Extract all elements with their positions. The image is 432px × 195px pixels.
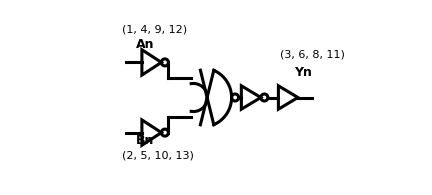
- Text: (1, 4, 9, 12): (1, 4, 9, 12): [122, 24, 187, 34]
- Text: (2, 5, 10, 13): (2, 5, 10, 13): [122, 151, 194, 161]
- Text: Bn: Bn: [136, 134, 154, 147]
- Text: An: An: [136, 38, 155, 51]
- Text: (3, 6, 8, 11): (3, 6, 8, 11): [280, 50, 345, 60]
- Text: Yn: Yn: [294, 66, 312, 79]
